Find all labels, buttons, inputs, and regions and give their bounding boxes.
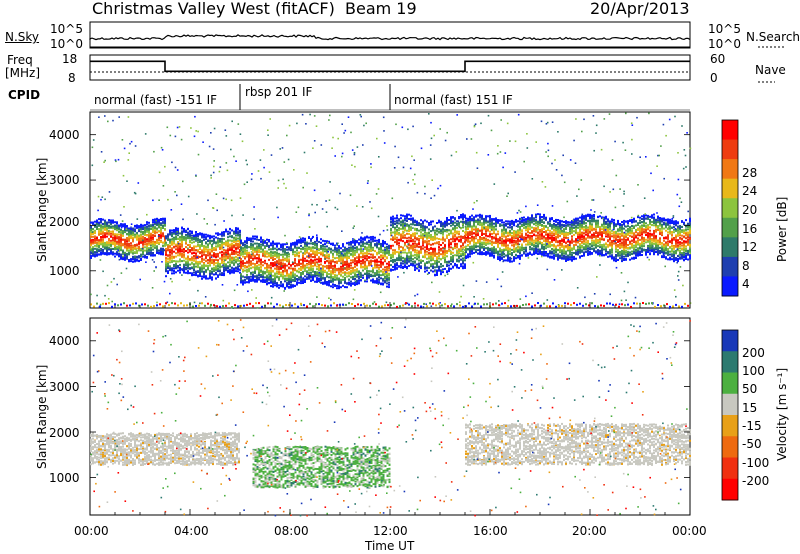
velocity-cbar-swatch-5 <box>722 436 738 458</box>
velocity-cbar-tick-100: 100 <box>742 364 765 378</box>
cpid-segment-1: normal (fast) -151 IF <box>94 93 218 107</box>
velocity-cbar-swatch-0 <box>722 330 738 352</box>
freq-label-line2: [MHz] <box>5 66 41 80</box>
power-cbar-swatch-1 <box>722 139 738 160</box>
cpid-label: CPID <box>8 88 41 102</box>
freq-right-tick-bottom: 0 <box>710 71 718 85</box>
freq-trace <box>90 60 690 73</box>
power-cbar-tick-8: 8 <box>742 259 750 273</box>
power-band-2 <box>240 235 390 290</box>
velocity-cbar-frame <box>721 329 739 501</box>
xtick-3: 12:00 <box>373 524 408 538</box>
velocity-ytick-2000: 2000 <box>49 426 80 440</box>
xaxis-label: Time UT <box>365 539 415 553</box>
power-cbar-swatch-4 <box>722 198 738 219</box>
power-band-1 <box>165 226 241 281</box>
power-cbar-swatch-3 <box>722 178 738 199</box>
velocity-cbar-tick-50: 50 <box>742 382 758 396</box>
xtick-4: 16:00 <box>473 524 508 538</box>
velocity-cbar-tick-minus200: -200 <box>742 474 770 488</box>
power-cbar-tick-20: 20 <box>742 203 758 217</box>
velocity-sparse-scatter <box>90 318 691 517</box>
date-label: 20/Apr/2013 <box>590 0 690 18</box>
velocity-region-1 <box>252 445 391 489</box>
power-cbar-swatch-7 <box>722 256 738 277</box>
power-cbar-tick-4: 4 <box>742 277 750 291</box>
velocity-region-2 <box>465 422 691 466</box>
noise-left-tick-bottom: 10^0 <box>50 37 83 51</box>
velocity-cbar-swatch-7 <box>722 478 738 501</box>
velocity-cbar-swatch-4 <box>722 415 738 437</box>
noise-panel-frame <box>89 21 691 49</box>
velocity-ytick-4000: 4000 <box>49 334 80 348</box>
velocity-cbar-tick-minus100: -100 <box>742 456 770 470</box>
power-band-0 <box>90 217 166 263</box>
velocity-cbar-swatch-2 <box>722 372 738 395</box>
cpid-segment-2: rbsp 201 IF <box>245 85 313 99</box>
beam-label: Beam 19 <box>345 0 417 18</box>
velocity-cbar-swatch-6 <box>722 457 738 480</box>
velocity-cbar-swatch-1 <box>722 351 738 373</box>
station-title: Christmas Valley West (fitACF) <box>92 0 335 18</box>
xtick-1: 04:00 <box>174 524 209 538</box>
velocity-cbar-tick-200: 200 <box>742 346 765 360</box>
power-cbar-frame <box>721 119 739 297</box>
velocity-ytick-3000: 3000 <box>49 380 80 394</box>
noise-trace <box>89 34 691 41</box>
noise-right-tick-top: 10^5 <box>708 22 741 36</box>
xtick-5: 20:00 <box>572 524 607 538</box>
nsearch-label: N.Search <box>746 30 800 44</box>
power-ytick-1000: 1000 <box>49 264 80 278</box>
power-cbar-tick-16: 16 <box>742 222 758 236</box>
freq-left-tick-top: 18 <box>62 52 78 66</box>
power-cbar-tick-24: 24 <box>742 184 758 198</box>
freq-panel-frame <box>89 54 691 81</box>
velocity-cbar-tick-minus50: -50 <box>742 437 762 451</box>
velocity-cbar-swatch-3 <box>722 393 738 416</box>
freq-left-tick-bottom: 8 <box>68 71 76 85</box>
power-cbar-swatch-5 <box>722 217 738 238</box>
power-cbar-swatch-2 <box>722 159 738 180</box>
power-cbar-swatch-6 <box>722 237 738 258</box>
freq-label-line1: Freq <box>7 53 33 67</box>
velocity-cbar-tick-15: 15 <box>742 401 758 415</box>
power-cbar-tick-12: 12 <box>742 240 758 254</box>
power-cbar-swatch-8 <box>722 276 738 297</box>
xtick-6: 00:00 <box>672 524 707 538</box>
noise-right-tick-bottom: 10^0 <box>708 37 741 51</box>
power-band-3 <box>390 213 466 277</box>
velocity-ytick-1000: 1000 <box>49 471 80 485</box>
xtick-2: 08:00 <box>274 524 309 538</box>
velocity-cbar-tick-minus15: -15 <box>742 419 762 433</box>
cpid-segment-3: normal (fast) 151 IF <box>394 93 513 107</box>
power-ytick-3000: 3000 <box>49 173 80 187</box>
power-band-4 <box>465 213 691 263</box>
power-sparse-scatter <box>90 112 692 310</box>
nave-label: Nave <box>755 63 786 77</box>
freq-right-tick-top: 60 <box>710 52 726 66</box>
power-ytick-2000: 2000 <box>49 215 80 229</box>
noise-left-tick-top: 10^5 <box>50 22 83 36</box>
power-ytick-4000: 4000 <box>49 128 80 142</box>
power-cbar-swatch-0 <box>722 120 738 141</box>
power-cbar-tick-28: 28 <box>742 166 758 180</box>
xtick-0: 00:00 <box>74 524 109 538</box>
velocity-region-0 <box>90 432 240 466</box>
nsky-label: N.Sky <box>5 30 40 44</box>
